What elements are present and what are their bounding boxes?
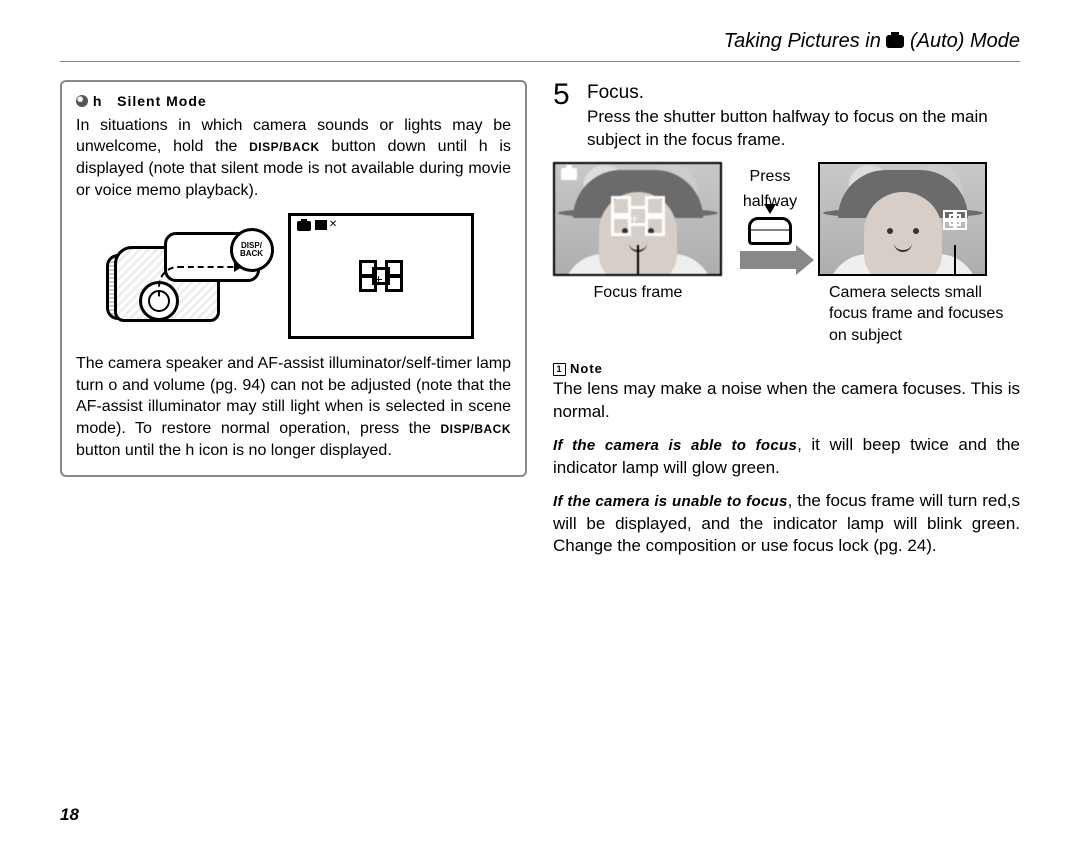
header-suffix: (Auto) Mode	[904, 30, 1020, 52]
lcd-overlay-icons	[297, 220, 328, 235]
note-label-text: Note	[570, 361, 603, 376]
p1b: button down until	[331, 138, 467, 155]
silent-title-text: Silent Mode	[117, 93, 207, 109]
note-body: The lens may make a noise when the camer…	[553, 378, 1020, 424]
note-heading: 1 Note	[553, 360, 1020, 378]
overlay-camera-icon	[561, 168, 577, 180]
step-title: Focus.	[587, 80, 1020, 106]
content-columns: h Silent Mode In situations in which cam…	[60, 80, 1020, 558]
photo-after-focus: +	[818, 162, 987, 276]
silent-mode-box: h Silent Mode In situations in which cam…	[60, 80, 527, 477]
silent-para-2: The camera speaker and AF-assist illumin…	[76, 353, 511, 461]
silent-para-1: In situations in which camera sounds or …	[76, 115, 511, 201]
manual-page: Taking Pictures in (Auto) Mode h Silent …	[0, 0, 1080, 853]
left-column: h Silent Mode In situations in which cam…	[60, 80, 527, 558]
photo-captions: Focus frame Camera selects small focus f…	[553, 282, 1020, 347]
unable-to-focus-para: If the camera is unable to focus, the fo…	[553, 490, 1020, 559]
step-5-heading: 5 Focus. Press the shutter button halfwa…	[553, 80, 1020, 152]
camera-back-drawing: DISP/ BACK	[114, 226, 274, 326]
unable-prefix: If the camera is unable to focus	[553, 493, 788, 510]
arrow-right-icon	[740, 251, 800, 269]
focus-frame-small-icon: +	[943, 210, 967, 230]
tip-icon	[76, 95, 88, 107]
mute-icon	[315, 220, 327, 230]
press-label-1: Press	[750, 166, 791, 188]
lcd-screen-mock: +	[288, 213, 474, 339]
mode-icon	[297, 221, 311, 231]
right-column: 5 Focus. Press the shutter button halfwa…	[553, 80, 1020, 558]
shutter-button-icon	[748, 217, 792, 245]
caption-small-frame: Camera selects small focus frame and foc…	[829, 282, 1020, 347]
able-prefix: If the camera is able to focus	[553, 437, 797, 454]
camera-icon	[886, 35, 904, 48]
focus-illustration-row: + Press halfway	[553, 162, 1020, 276]
disp-back-label-1: DISP/BACK	[249, 140, 320, 154]
silent-glyph: h	[93, 93, 103, 109]
focus-bracket-icon: +	[359, 260, 403, 292]
able-to-focus-para: If the camera is able to focus, it will …	[553, 434, 1020, 480]
disp-back-label-2: DISP/BACK	[441, 422, 512, 436]
photo-before-focus: +	[553, 162, 722, 276]
note-icon: 1	[553, 363, 566, 376]
p2b: button until the h icon is no longer dis…	[76, 442, 392, 459]
focus-frame-large-icon: +	[611, 196, 665, 236]
caption-focus-frame: Focus frame	[553, 282, 723, 347]
disp-back-btn-text: DISP/ BACK	[240, 242, 263, 258]
step-body: Press the shutter button halfway to focu…	[587, 106, 1020, 152]
step-number: 5	[553, 80, 577, 110]
disp-back-button-icon: DISP/ BACK	[230, 228, 274, 272]
silent-mode-illustration: DISP/ BACK +	[76, 213, 511, 339]
running-header: Taking Pictures in (Auto) Mode	[60, 30, 1020, 62]
silent-mode-heading: h Silent Mode	[76, 92, 511, 111]
header-prefix: Taking Pictures in	[724, 30, 887, 52]
press-halfway-indicator: Press halfway	[740, 162, 800, 269]
page-number: 18	[60, 805, 79, 825]
